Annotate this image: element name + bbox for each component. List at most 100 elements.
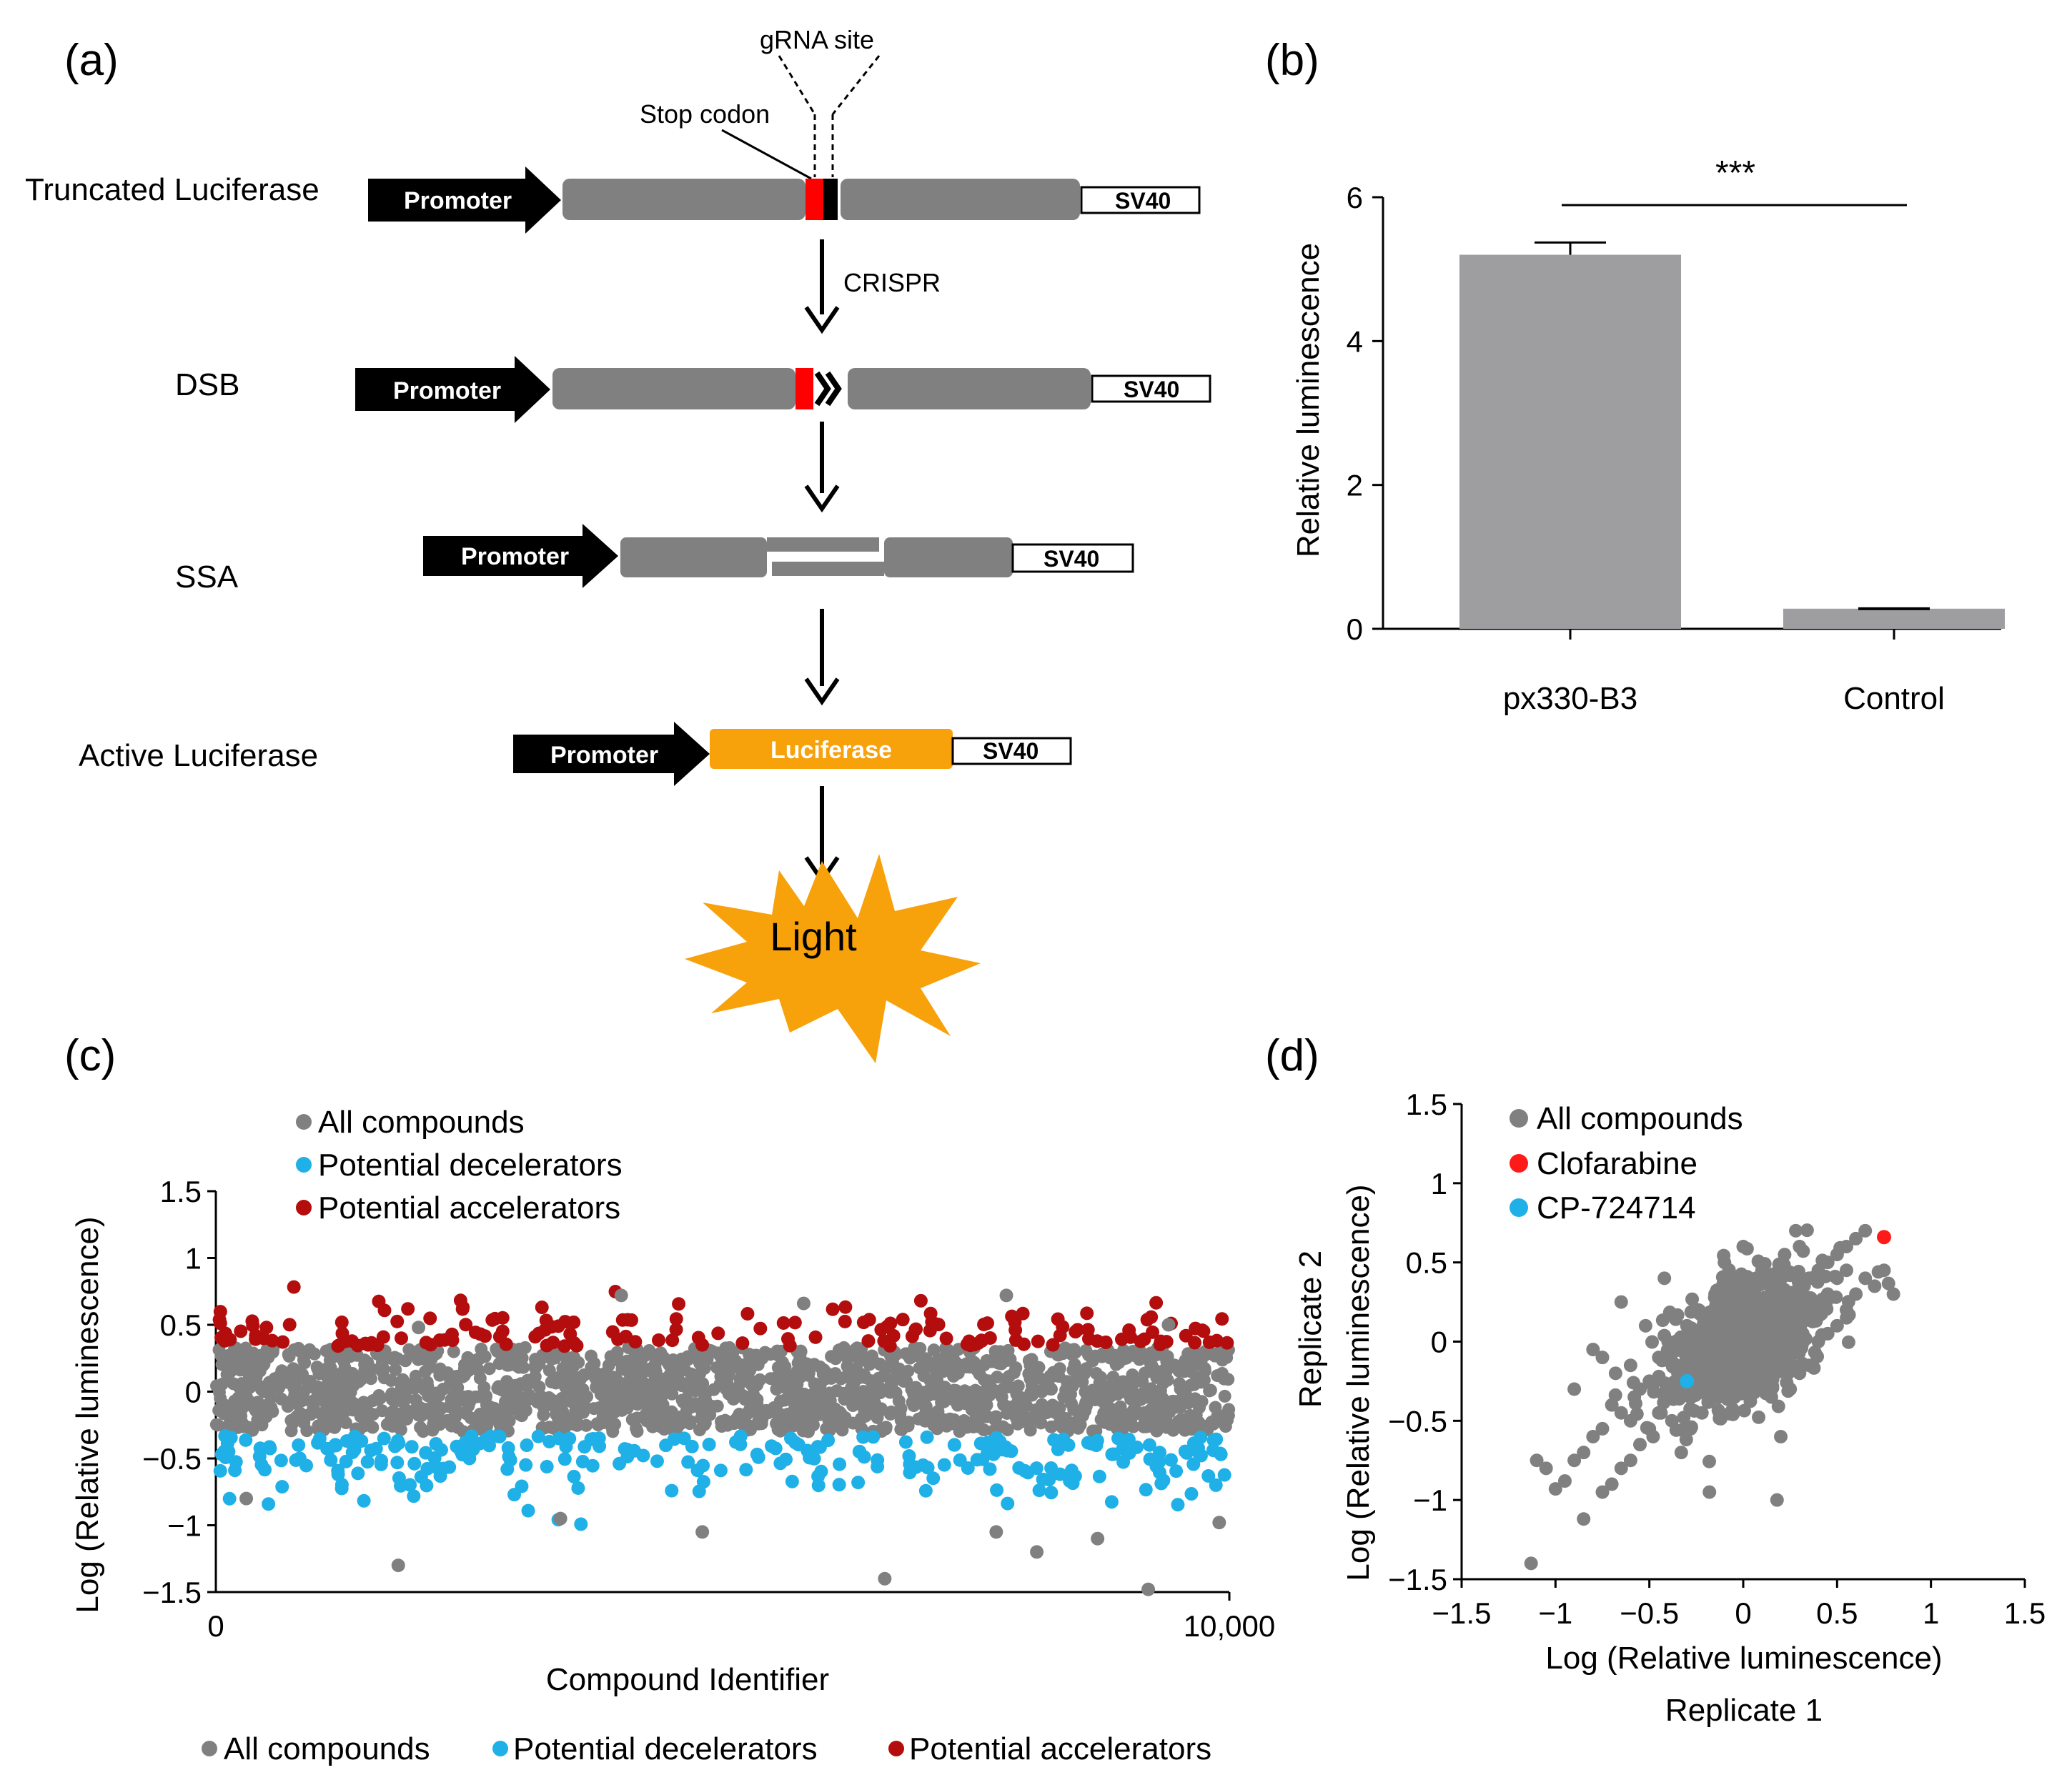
panel-c-point-all	[576, 1406, 590, 1419]
panel-c-point-all	[989, 1525, 1003, 1539]
panel-c-point-all	[1074, 1418, 1087, 1431]
panel-c-point-all	[395, 1383, 408, 1397]
panel-c-point-all	[888, 1373, 901, 1387]
panel-c-point-all	[833, 1406, 847, 1420]
panel-d-point-all	[1693, 1345, 1707, 1359]
panel-d-point-all	[1586, 1343, 1600, 1357]
panel-c-point-all	[983, 1378, 996, 1392]
panel-c-point-all	[457, 1362, 471, 1376]
panel-d-point-all	[1727, 1366, 1741, 1381]
panel-c-point-decelerator	[567, 1469, 581, 1483]
panel-c: (c) Log (Relative luminescence) Compound…	[64, 1031, 1275, 1697]
panel-c-point-all	[771, 1408, 785, 1422]
panel-d-point-all	[1766, 1267, 1780, 1281]
panel-c-point-all	[418, 1353, 432, 1366]
panel-d-point-all	[1577, 1446, 1591, 1460]
panel-d-point-all	[1820, 1326, 1835, 1341]
panel-d-point-all	[1623, 1358, 1637, 1373]
promoter-arrow-3	[423, 524, 618, 588]
panel-c-point-all	[750, 1397, 764, 1411]
row-ssa-label: SSA	[175, 560, 239, 595]
panel-c-point-all	[555, 1368, 569, 1381]
panel-d-point-all	[1727, 1271, 1741, 1286]
promoter-arrow-2	[355, 356, 550, 423]
panel-c-point-all	[421, 1380, 435, 1393]
panel-c-point-all	[857, 1368, 871, 1382]
panel-c-point-all	[650, 1383, 663, 1396]
panel-d-point-all	[1530, 1453, 1544, 1468]
panel-d-point-all	[1765, 1379, 1780, 1393]
panel-c-point-decelerator	[918, 1483, 933, 1498]
panel-c-point-decelerator	[540, 1460, 554, 1474]
panel-c-point-all	[596, 1382, 610, 1396]
panel-d-point-all	[1661, 1335, 1675, 1348]
panel-c-point-all	[1178, 1365, 1191, 1378]
panel-c-point-accelerator	[485, 1313, 500, 1327]
panel-c-point-accelerator	[259, 1321, 274, 1335]
panel-c-point-all	[665, 1382, 678, 1396]
panel-c-point-all	[802, 1368, 816, 1382]
panel-c-point-decelerator	[1156, 1473, 1171, 1488]
panel-c-point-accelerator	[874, 1323, 888, 1337]
panel-c-point-all	[634, 1355, 648, 1368]
panel-c-point-all	[700, 1353, 714, 1366]
panel-c-point-all	[402, 1343, 416, 1356]
panel-c-point-all	[1209, 1401, 1222, 1414]
panel-c-point-accelerator	[473, 1327, 487, 1341]
panel-d-point-all	[1777, 1258, 1791, 1272]
panel-c-point-accelerator	[665, 1333, 680, 1348]
panel-c-point-all	[655, 1416, 669, 1430]
panel-c-ytick-label: −1.5	[142, 1576, 202, 1609]
panel-c-point-accelerator	[445, 1327, 459, 1341]
panel-c-point-decelerator	[407, 1489, 421, 1503]
panel-c-point-decelerator	[690, 1463, 705, 1478]
panel-c-point-all	[806, 1395, 820, 1408]
panel-c-point-accelerator	[652, 1333, 666, 1348]
sv40-label-3: SV40	[1044, 546, 1099, 572]
panel-c-point-all	[695, 1403, 708, 1416]
panel-c-point-accelerator	[963, 1338, 978, 1353]
panel-c-point-decelerator	[665, 1483, 679, 1498]
panel-c-point-all	[326, 1420, 339, 1433]
panel-c-point-all	[1206, 1418, 1219, 1431]
panel-c-point-accelerator	[983, 1331, 997, 1345]
panel-c-point-accelerator	[1149, 1296, 1164, 1310]
panel-c-legend-marker	[296, 1114, 312, 1130]
panel-c-point-all	[900, 1375, 913, 1388]
panel-b-ylabel: Relative luminescence	[1291, 243, 1326, 557]
panel-c-point-all	[339, 1416, 352, 1430]
panel-d-legend-label: Clofarabine	[1537, 1146, 1697, 1181]
panel-c-point-all	[718, 1370, 732, 1383]
panel-c-point-accelerator	[1154, 1334, 1168, 1348]
panel-c-point-all	[1011, 1379, 1025, 1393]
panel-c-legend-label: All compounds	[318, 1105, 525, 1140]
panel-c-point-decelerator	[275, 1480, 289, 1494]
panel-c-point-decelerator	[903, 1457, 917, 1471]
panel-c-point-all	[338, 1361, 352, 1375]
panel-c-point-decelerator	[1121, 1432, 1136, 1446]
panel-c-point-all	[332, 1383, 346, 1397]
gene-left-3	[620, 537, 767, 577]
panel-d-point-all	[1595, 1421, 1610, 1436]
panel-d-point-all	[1735, 1313, 1750, 1327]
panel-c-point-accelerator	[1189, 1321, 1203, 1336]
panel-c-point-all	[1222, 1403, 1236, 1416]
panel-d-point-all	[1652, 1351, 1666, 1365]
panel-c-point-decelerator	[369, 1441, 383, 1456]
panel-d-point-all	[1657, 1271, 1672, 1286]
panel-d-point-all	[1793, 1338, 1808, 1352]
panel-c-point-decelerator	[1171, 1498, 1185, 1512]
panel-c-point-all	[1065, 1397, 1079, 1411]
panel-c-point-all	[441, 1366, 455, 1380]
panel-c-point-all	[868, 1400, 882, 1413]
bottom-legend-accel: Potential accelerators	[909, 1731, 1211, 1766]
panel-d-point-all	[1670, 1382, 1685, 1396]
panel-c-point-all	[1132, 1407, 1146, 1421]
panel-d-point-all	[1539, 1461, 1553, 1476]
panel-c-point-all	[672, 1373, 685, 1386]
panel-c-point-all	[1174, 1382, 1187, 1396]
panel-c-point-decelerator	[520, 1438, 534, 1453]
panel-c-point-accelerator	[212, 1313, 227, 1327]
panel-d-point-all	[1793, 1279, 1807, 1293]
grna-site-label: gRNA site	[760, 25, 874, 54]
